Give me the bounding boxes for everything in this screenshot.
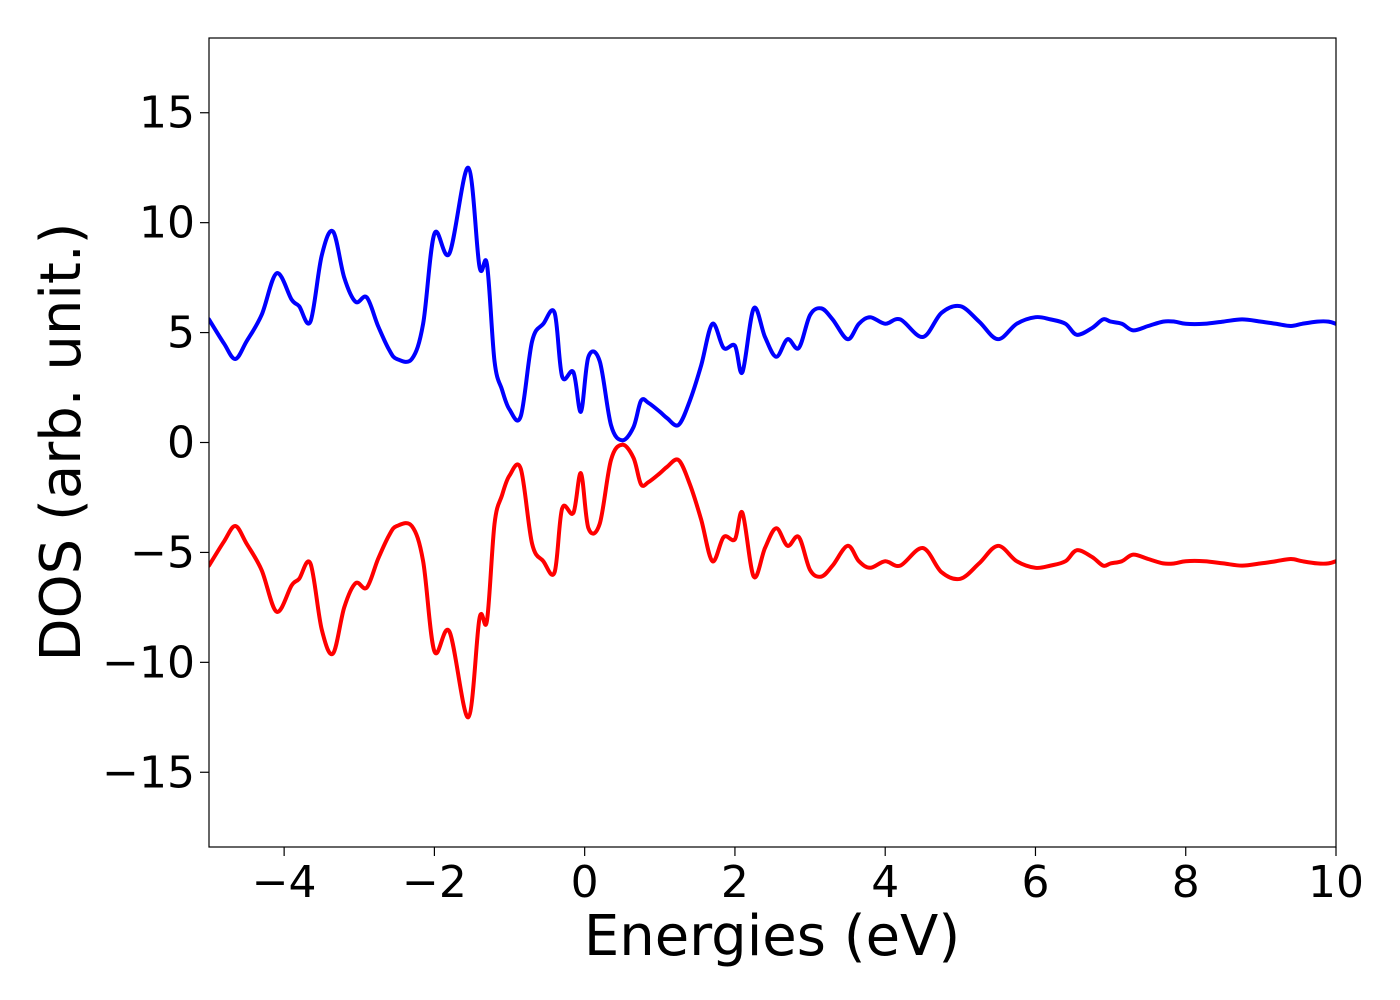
x-tick-label: 4 <box>871 857 899 908</box>
y-tick-label: −10 <box>102 637 195 688</box>
x-tick-label: 10 <box>1308 857 1364 908</box>
y-axis-title: DOS (arb. unit.) <box>29 222 94 661</box>
plot-frame <box>208 37 1337 848</box>
x-tick-label: 6 <box>1021 857 1049 908</box>
y-tick-label: 5 <box>167 308 195 359</box>
y-axis-ticks: −15 −10 −5 0 5 10 15 <box>102 88 209 798</box>
y-tick-label: 15 <box>139 88 195 139</box>
x-tick-label: 8 <box>1172 857 1200 908</box>
y-tick-label: −15 <box>102 747 195 798</box>
dos-series-line-red <box>209 442 1336 720</box>
series-layer <box>209 165 1336 720</box>
x-tick-label: 0 <box>571 857 599 908</box>
y-tick-label: 10 <box>139 198 195 249</box>
dos-series-line-blue <box>209 165 1336 443</box>
y-tick-label: 0 <box>167 418 195 469</box>
x-axis-title: Energies (eV) <box>584 904 960 969</box>
plot-background <box>209 38 1336 847</box>
x-tick-label: −4 <box>252 857 317 908</box>
x-tick-label: 2 <box>721 857 749 908</box>
x-axis-ticks: −4 −2 0 2 4 6 8 10 <box>252 847 1364 908</box>
y-tick-label: −5 <box>130 527 195 578</box>
x-tick-label: −2 <box>402 857 467 908</box>
